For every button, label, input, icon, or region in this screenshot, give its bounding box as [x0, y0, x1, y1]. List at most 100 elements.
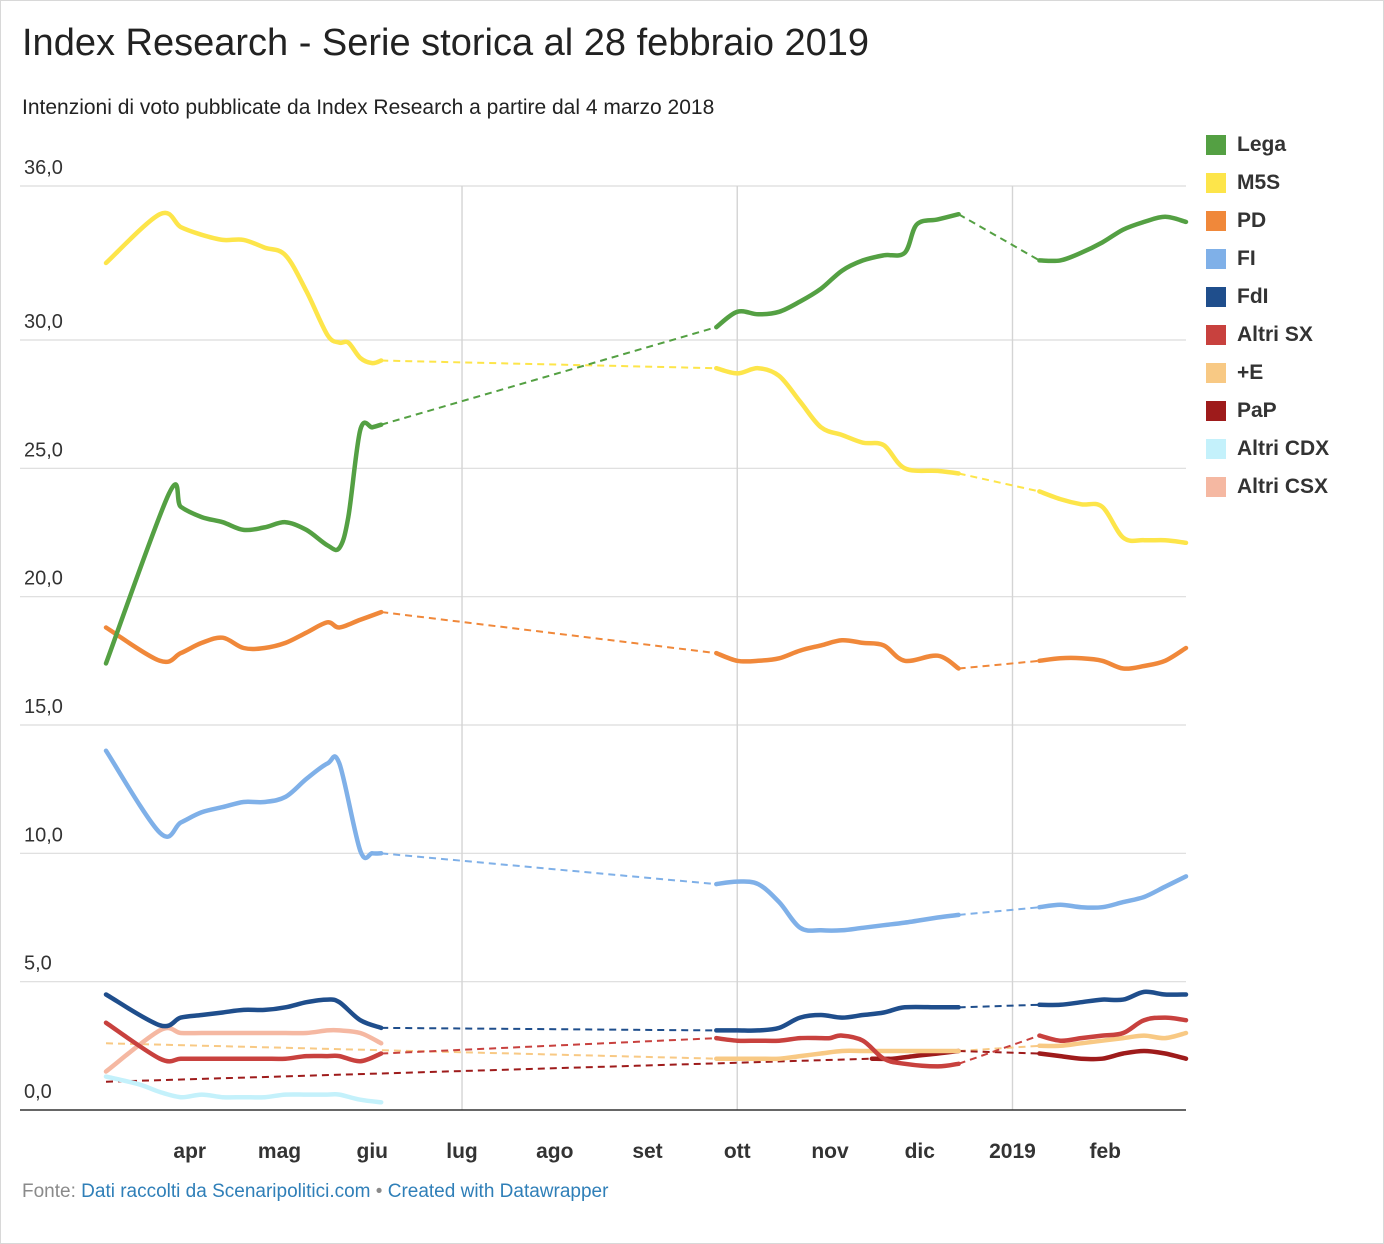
x-tick-label: feb: [1089, 1140, 1121, 1163]
x-tick-label: set: [632, 1140, 662, 1163]
y-gridlines: [20, 185, 1186, 983]
legend-label: FdI: [1237, 285, 1269, 308]
series-line-fdi: [1037, 989, 1189, 1008]
series-line-lega: [714, 211, 961, 330]
y-axis-ticks: 0,0 5,0 10,0 15,0 20,0 25,0 30,0 36,0: [24, 157, 63, 1103]
connector-altri-sx: [381, 1037, 717, 1055]
connector-fdi: [381, 1026, 717, 1032]
legend-swatch: [1206, 211, 1226, 231]
series-line-altri-sx: [103, 1020, 384, 1064]
legend-swatch: [1206, 173, 1226, 193]
series-line-e: [1037, 1030, 1189, 1049]
x-tick-label: 2019: [989, 1140, 1036, 1163]
y-tick-label: 20,0: [24, 568, 63, 590]
legend-swatch: [1206, 287, 1226, 307]
footer-prefix: Fonte:: [22, 1181, 82, 1202]
legend-item-fi: FI: [1206, 240, 1329, 278]
x-axis-ticks: apr mag giu lug ago set ott nov dic 2019 feb: [173, 1140, 1121, 1163]
connector-lega: [380, 326, 717, 426]
y-tick-label: 25,0: [24, 439, 63, 461]
legend-label: FI: [1237, 247, 1256, 270]
connector-fdi: [958, 1003, 1040, 1009]
legend-label: PaP: [1237, 399, 1277, 422]
y-tick-label: 10,0: [24, 824, 63, 846]
series-line-m5s: [714, 365, 961, 476]
series-line-fi: [103, 748, 384, 861]
chart-title: Index Research - Serie storica al 28 feb…: [22, 22, 870, 64]
legend: Lega M5S PD FI FdI Altri SX +E PaP Altri CDX Altr…: [1206, 126, 1329, 506]
connector-lega: [958, 213, 1040, 262]
series-line-altri-sx: [714, 1033, 961, 1069]
legend-label: Altri CDX: [1237, 437, 1330, 460]
legend-item-pap: PaP: [1206, 392, 1329, 430]
series-line-e: [714, 1048, 961, 1062]
connector-m5s: [381, 359, 717, 370]
connector-fi: [958, 906, 1040, 916]
legend-label: +E: [1237, 361, 1264, 384]
y-tick-label: 30,0: [24, 311, 63, 333]
connector-e: [958, 1044, 1040, 1052]
x-gridlines: [461, 186, 1014, 1110]
series-line-m5s: [103, 210, 384, 366]
legend-item-fdi: FdI: [1206, 278, 1329, 316]
x-tick-label: giu: [357, 1140, 389, 1163]
series-line-pd: [103, 609, 384, 665]
series-line-fdi: [103, 992, 384, 1031]
x-tick-label: dic: [905, 1140, 936, 1163]
legend-swatch: [1206, 135, 1226, 155]
connector-pap: [958, 1049, 1040, 1055]
connector-altri-sx: [958, 1034, 1040, 1065]
legend-item-altri-sx: Altri SX: [1206, 316, 1329, 354]
connector-m5s: [958, 472, 1040, 493]
legend-item-pd: PD: [1206, 202, 1329, 240]
legend-item-altri-csx: Altri CSX: [1206, 468, 1329, 506]
series-line-lega: [103, 420, 384, 666]
legend-swatch: [1206, 325, 1226, 345]
series-line-fi: [1037, 874, 1189, 910]
series-lines: [103, 210, 1189, 1105]
legend-swatch: [1206, 249, 1226, 269]
legend-item-e: +E: [1206, 354, 1329, 392]
x-tick-label: nov: [811, 1140, 849, 1163]
series-line-altri-cdx: [103, 1074, 384, 1105]
footer-separator: •: [370, 1181, 388, 1202]
datawrapper-link[interactable]: Created with Datawrapper: [387, 1181, 609, 1202]
x-tick-label: apr: [173, 1140, 206, 1163]
legend-item-lega: Lega: [1206, 126, 1329, 164]
series-line-fdi: [714, 1004, 961, 1033]
series-line-altri-sx: [1037, 1015, 1189, 1043]
legend-swatch: [1206, 477, 1226, 497]
connector-pd: [958, 659, 1040, 670]
legend-label: Altri SX: [1237, 323, 1313, 346]
x-tick-label: ago: [536, 1140, 573, 1163]
series-line-m5s: [1037, 489, 1189, 546]
legend-label: M5S: [1237, 171, 1281, 194]
footer: Fonte: Dati raccolti da Scenaripolitici.…: [22, 1181, 608, 1203]
series-line-fi: [714, 879, 961, 933]
y-tick-label: 0,0: [24, 1081, 52, 1103]
legend-label: PD: [1237, 209, 1267, 232]
legend-swatch: [1206, 363, 1226, 383]
legend-item-m5s: M5S: [1206, 164, 1329, 202]
series-line-pd: [1037, 645, 1189, 671]
legend-label: Altri CSX: [1237, 475, 1329, 498]
x-tick-label: lug: [446, 1140, 478, 1163]
connector-pd: [381, 611, 717, 655]
y-tick-label: 15,0: [24, 696, 63, 718]
series-line-lega: [1037, 214, 1189, 264]
y-tick-label: 5,0: [24, 953, 52, 975]
source-link[interactable]: Dati raccolti da Scenaripolitici.com: [81, 1181, 371, 1202]
x-tick-label: ott: [724, 1140, 751, 1163]
legend-label: Lega: [1237, 133, 1287, 156]
legend-item-altri-cdx: Altri CDX: [1206, 430, 1329, 468]
series-line-pd: [714, 638, 961, 671]
series-connectors: [105, 213, 1040, 1083]
connector-pap: [105, 1057, 872, 1083]
connector-e: [105, 1042, 717, 1060]
legend-swatch: [1206, 401, 1226, 421]
legend-swatch: [1206, 439, 1226, 459]
x-tick-label: mag: [258, 1140, 301, 1163]
connector-fi: [381, 852, 717, 886]
y-tick-label: 36,0: [24, 157, 63, 179]
